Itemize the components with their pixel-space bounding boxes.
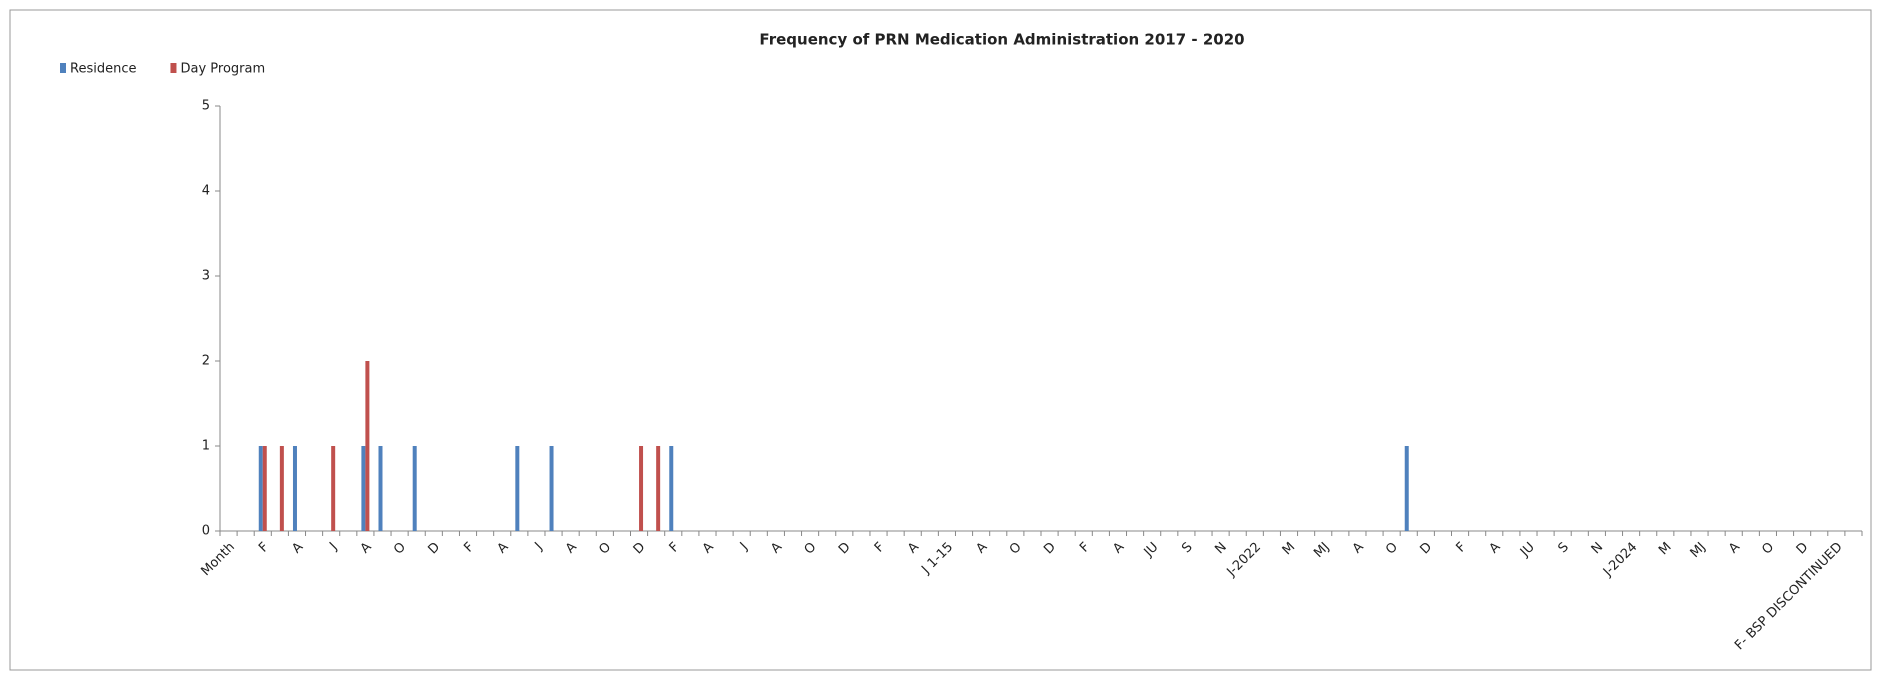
bar xyxy=(365,361,370,531)
bar xyxy=(656,446,661,531)
bar xyxy=(669,446,674,531)
bar xyxy=(378,446,383,531)
y-tick-label: 2 xyxy=(202,354,210,369)
bar xyxy=(549,446,554,531)
bar xyxy=(1404,446,1409,531)
y-tick-label: 5 xyxy=(202,99,210,114)
legend-label: Day Program xyxy=(180,62,265,77)
bar xyxy=(262,446,267,531)
bar xyxy=(258,446,263,531)
bar xyxy=(292,446,297,531)
chart-border xyxy=(9,9,1872,671)
y-tick-label: 1 xyxy=(202,439,210,454)
bar xyxy=(331,446,336,531)
chart-title: Frequency of PRN Medication Administrati… xyxy=(759,31,1244,49)
bar xyxy=(361,446,366,531)
y-tick-label: 4 xyxy=(202,184,210,199)
bar xyxy=(515,446,520,531)
bar xyxy=(412,446,417,531)
bar xyxy=(639,446,644,531)
y-tick-label: 3 xyxy=(202,269,210,284)
legend-swatch xyxy=(60,63,66,73)
legend-swatch xyxy=(170,63,177,73)
legend-label: Residence xyxy=(70,62,136,77)
y-tick-label: 0 xyxy=(202,524,210,539)
bar xyxy=(279,446,284,531)
